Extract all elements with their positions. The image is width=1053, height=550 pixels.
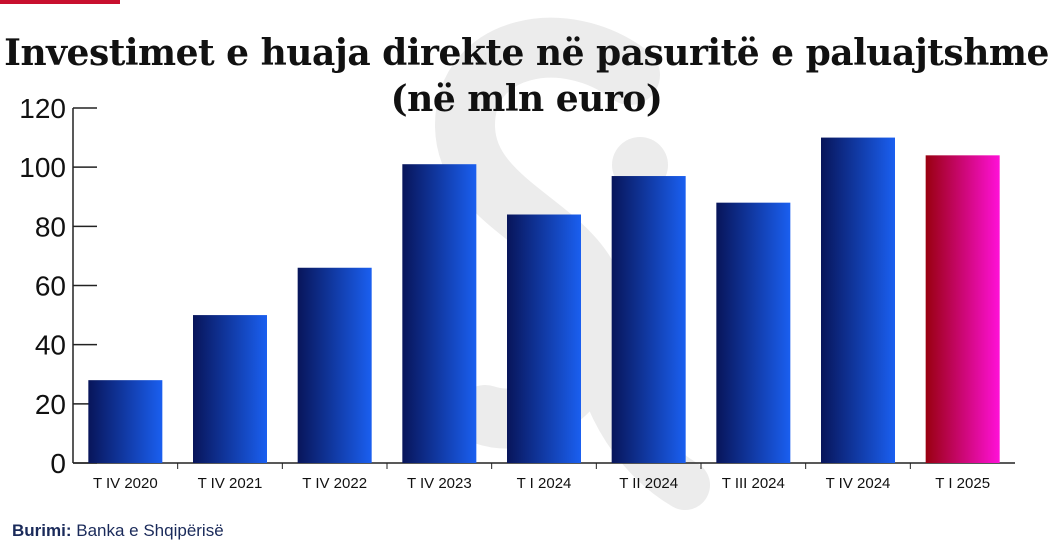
x-tick-label: T III 2024: [722, 475, 785, 492]
y-tick-label: 20: [35, 389, 66, 420]
bar-9: [925, 155, 1000, 464]
bar-5: [507, 214, 581, 463]
x-tick-label: T IV 2020: [93, 475, 158, 492]
chart-title: Investimet e huaja direkte në pasuritë e…: [0, 30, 1053, 122]
y-tick-label: 80: [35, 211, 66, 242]
x-tick-label: T IV 2021: [198, 475, 263, 492]
y-axis: 0 20 40 60 80 100 120: [19, 93, 97, 479]
bar-2: [193, 315, 267, 463]
chart-title-line1: Investimet e huaja direkte në pasuritë e…: [4, 32, 1049, 74]
y-tick-label: 60: [35, 271, 66, 302]
bar-3: [297, 267, 372, 463]
top-accent-bar: [0, 0, 120, 4]
bar-1: [88, 380, 163, 463]
chart-title-line2: (në mln euro): [390, 78, 663, 120]
source-note: Burimi: Banka e Shqipërisë: [12, 521, 224, 541]
x-axis: T IV 2020 T IV 2021 T IV 2022 T IV 2023 T I …: [73, 462, 1015, 492]
bar-8: [821, 137, 895, 464]
bar-7: [716, 202, 791, 463]
x-tick-label: T II 2024: [619, 475, 678, 492]
source-label: Burimi:: [12, 521, 72, 540]
source-text: Banka e Shqipërisë: [76, 521, 224, 540]
y-tick-label: 40: [35, 330, 66, 361]
bar-4: [402, 164, 477, 464]
x-tick-label: T IV 2022: [302, 475, 367, 492]
y-tick-label: 0: [50, 448, 66, 479]
y-tick-label: 100: [19, 152, 66, 183]
bar-6: [611, 176, 686, 463]
x-tick-label: T IV 2024: [826, 475, 891, 492]
x-tick-label: T IV 2023: [407, 475, 472, 492]
x-tick-label: T I 2024: [517, 475, 572, 492]
y-tick-label: 120: [19, 93, 66, 124]
x-tick-label: T I 2025: [935, 475, 990, 492]
bars-group: [88, 137, 1000, 464]
